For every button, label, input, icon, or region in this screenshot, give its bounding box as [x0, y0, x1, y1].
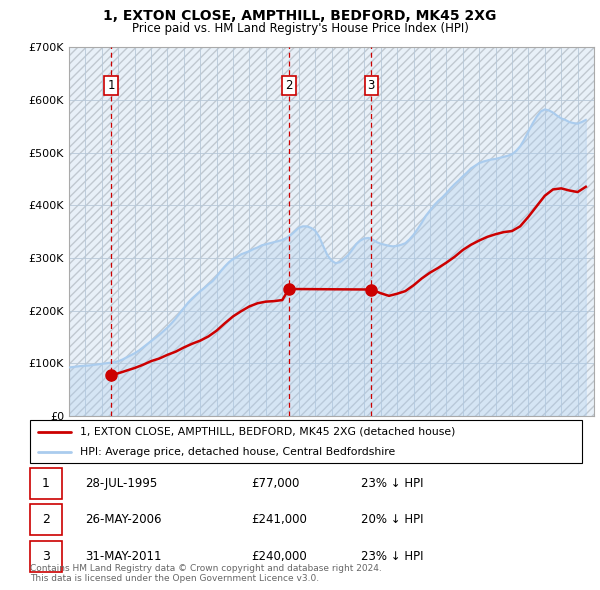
Text: 2: 2 — [42, 513, 50, 526]
Text: 3: 3 — [368, 80, 375, 93]
Text: 26-MAY-2006: 26-MAY-2006 — [85, 513, 162, 526]
Text: 28-JUL-1995: 28-JUL-1995 — [85, 477, 157, 490]
Text: 20% ↓ HPI: 20% ↓ HPI — [361, 513, 424, 526]
Text: 1: 1 — [107, 80, 115, 93]
Text: 3: 3 — [42, 550, 50, 563]
Text: 23% ↓ HPI: 23% ↓ HPI — [361, 477, 424, 490]
Text: Price paid vs. HM Land Registry's House Price Index (HPI): Price paid vs. HM Land Registry's House … — [131, 22, 469, 35]
Text: 1: 1 — [42, 477, 50, 490]
Text: £77,000: £77,000 — [251, 477, 299, 490]
Bar — [30, 504, 62, 535]
Text: £240,000: £240,000 — [251, 550, 307, 563]
Text: 23% ↓ HPI: 23% ↓ HPI — [361, 550, 424, 563]
Bar — [30, 541, 62, 572]
Text: £241,000: £241,000 — [251, 513, 307, 526]
Bar — [30, 468, 62, 499]
Text: Contains HM Land Registry data © Crown copyright and database right 2024.
This d: Contains HM Land Registry data © Crown c… — [30, 563, 382, 583]
Text: 1, EXTON CLOSE, AMPTHILL, BEDFORD, MK45 2XG: 1, EXTON CLOSE, AMPTHILL, BEDFORD, MK45 … — [103, 9, 497, 23]
Text: 31-MAY-2011: 31-MAY-2011 — [85, 550, 162, 563]
Text: HPI: Average price, detached house, Central Bedfordshire: HPI: Average price, detached house, Cent… — [80, 447, 395, 457]
Text: 1, EXTON CLOSE, AMPTHILL, BEDFORD, MK45 2XG (detached house): 1, EXTON CLOSE, AMPTHILL, BEDFORD, MK45 … — [80, 427, 455, 437]
Text: 2: 2 — [285, 80, 293, 93]
